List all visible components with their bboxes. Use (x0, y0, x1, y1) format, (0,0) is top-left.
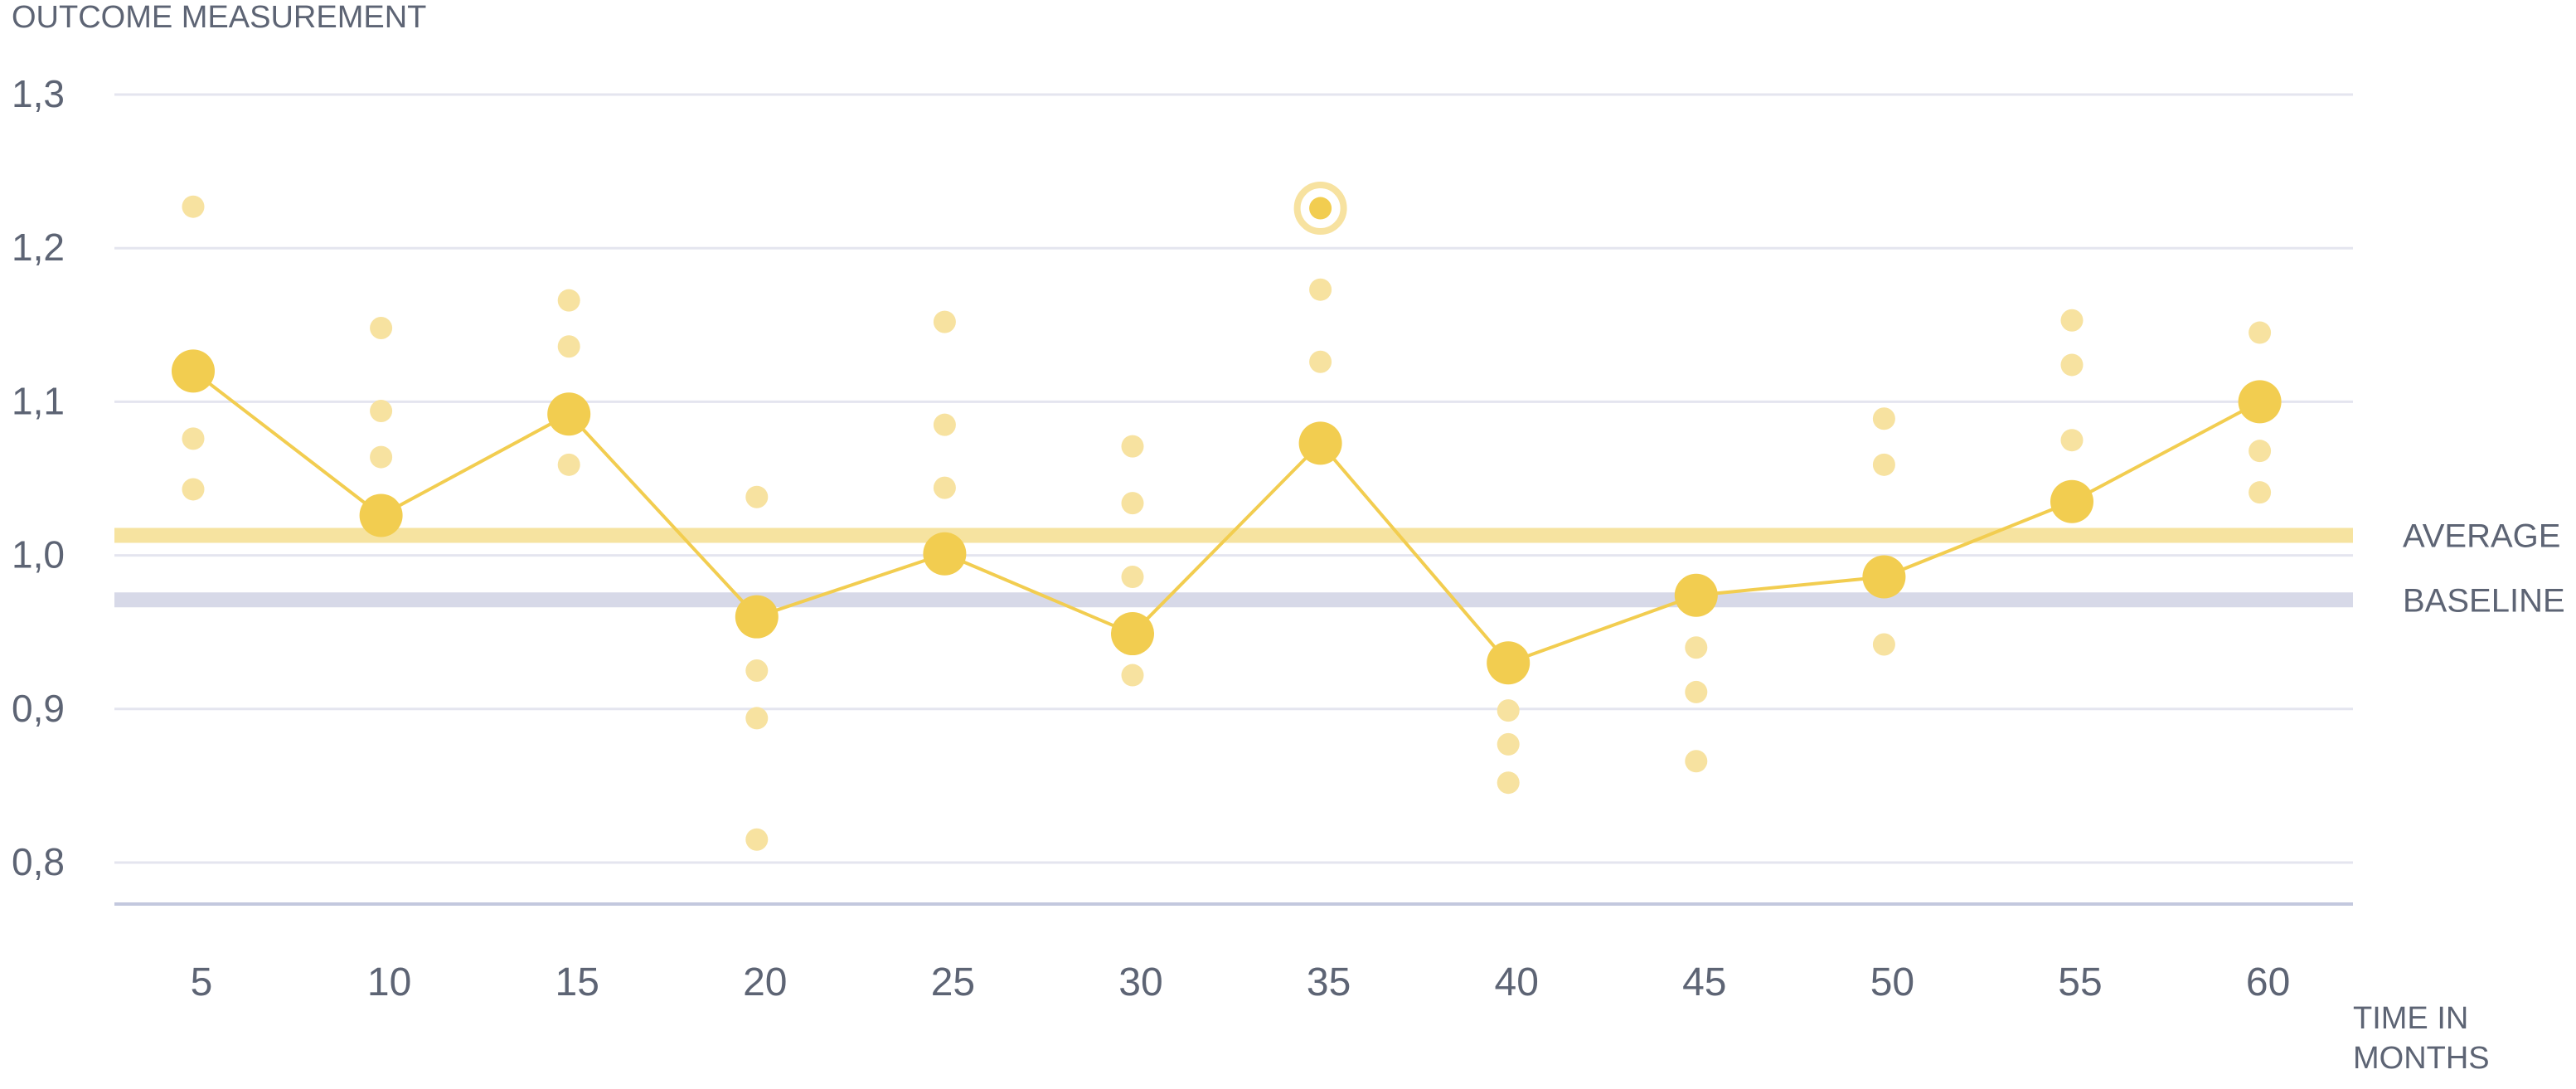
data-point (2249, 321, 2272, 344)
mean-point (1487, 641, 1531, 685)
y-tick-label: 1,2 (12, 226, 65, 269)
data-point (370, 317, 393, 340)
x-tick-label: 50 (1870, 960, 1914, 1004)
data-point (1872, 407, 1895, 430)
data-point (2060, 353, 2084, 377)
mean-point (547, 392, 591, 436)
data-point (1872, 453, 1895, 476)
x-axis-label: TIME IN MONTHS (2353, 1001, 2490, 1076)
data-point (557, 289, 580, 312)
data-point (1121, 435, 1144, 458)
mean-point (2238, 380, 2282, 424)
mean-point (1862, 555, 1906, 599)
data-point (370, 400, 393, 423)
data-point (1497, 699, 1520, 722)
mean-point (923, 532, 967, 576)
gridlines (114, 93, 2353, 906)
x-tick-label: 35 (1307, 960, 1351, 1004)
data-point (1121, 664, 1144, 687)
data-point (182, 427, 205, 450)
data-point (1309, 350, 1332, 373)
x-tick-label: 5 (191, 960, 213, 1004)
mean-series-line (192, 369, 2261, 665)
y-tick-label: 1,3 (12, 72, 65, 115)
data-point (1121, 492, 1144, 515)
x-tick-label: 15 (555, 960, 599, 1004)
x-tick-label: 10 (367, 960, 411, 1004)
highlighted-point (1309, 197, 1332, 220)
x-tick-label: 55 (2058, 960, 2102, 1004)
x-tick-label: 30 (1118, 960, 1162, 1004)
data-point (745, 485, 769, 508)
data-point (745, 707, 769, 730)
data-point (745, 659, 769, 682)
reference-line-label: BASELINE (2403, 582, 2565, 619)
mean-point (172, 349, 215, 393)
y-tick-labels: 1,3 1,2 1,1 1,0 0,9 0,8 (12, 72, 65, 883)
individual-points (182, 182, 2272, 851)
mean-point (735, 595, 779, 639)
data-point (1497, 771, 1520, 795)
reference-line-label: AVERAGE (2403, 518, 2560, 555)
x-tick-label: 20 (743, 960, 787, 1004)
x-tick-label: 60 (2246, 960, 2290, 1004)
x-tick-label: 45 (1682, 960, 1726, 1004)
data-point (2249, 440, 2272, 463)
reference-lines: AVERAGE BASELINE (114, 518, 2565, 619)
x-axis-label-line-1: TIME IN (2353, 1001, 2468, 1036)
data-point (933, 310, 956, 333)
data-point (370, 445, 393, 469)
mean-series (172, 349, 2282, 685)
data-point (933, 413, 956, 436)
y-tick-label: 1,0 (12, 533, 65, 576)
data-point (2060, 309, 2084, 332)
mean-point (1674, 573, 1718, 617)
mean-point (1298, 421, 1342, 465)
data-point (1685, 750, 1708, 773)
data-point (745, 828, 769, 851)
mean-point (2050, 479, 2093, 523)
data-point (1121, 566, 1144, 589)
data-point (2060, 429, 2084, 452)
data-point (182, 478, 205, 501)
data-point (182, 195, 205, 218)
x-tick-label: 40 (1495, 960, 1539, 1004)
x-tick-labels: 5 10 15 20 25 30 35 40 45 50 55 60 (191, 960, 2291, 1004)
data-point (557, 453, 580, 476)
x-tick-label: 25 (931, 960, 975, 1004)
mean-point (1111, 612, 1154, 656)
data-point (1685, 636, 1708, 659)
data-point (557, 335, 580, 358)
data-point (1685, 680, 1708, 703)
y-tick-label: 0,9 (12, 687, 65, 730)
x-axis-label-line-2: MONTHS (2353, 1041, 2490, 1076)
y-tick-label: 0,8 (12, 840, 65, 883)
y-tick-label: 1,1 (12, 379, 65, 422)
data-point (2249, 481, 2272, 504)
data-point (1309, 278, 1332, 301)
mean-point (359, 493, 403, 537)
data-point (1872, 633, 1895, 656)
y-axis-label: OUTCOME MEASUREMENT (12, 0, 426, 35)
data-point (1497, 732, 1520, 756)
data-point (933, 476, 956, 499)
